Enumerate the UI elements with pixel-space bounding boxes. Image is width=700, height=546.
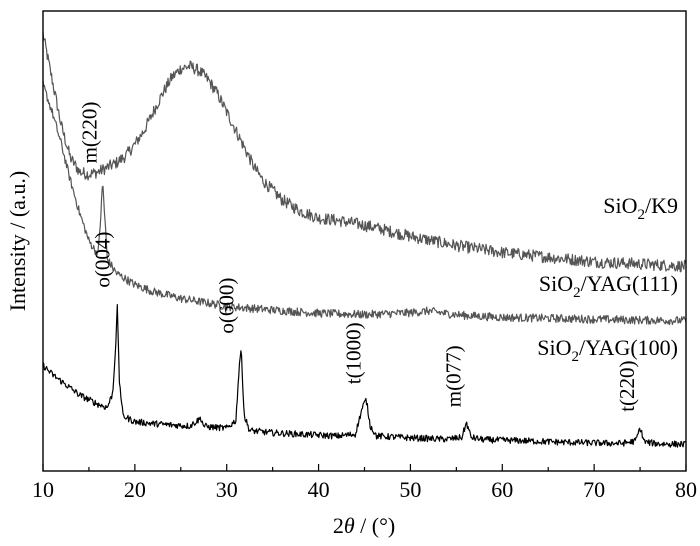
series-label-sio2-yag-100: SiO2/YAG(100) xyxy=(537,335,678,365)
x-tick-label-40: 40 xyxy=(308,477,330,502)
x-ticks: 10 20 30 40 50 60 70 80 xyxy=(32,464,697,502)
series-label-sio2-k9: SiO2/K9 xyxy=(603,193,678,223)
x-tick-label-30: 30 xyxy=(216,477,238,502)
x-tick-label-10: 10 xyxy=(32,477,54,502)
series-label-sio2-yag-111: SiO2/YAG(111) xyxy=(539,271,678,301)
series-labels: SiO2/K9 SiO2/YAG(111) SiO2/YAG(100) xyxy=(537,193,678,365)
x-tick-label-60: 60 xyxy=(491,477,513,502)
x-axis-title-prefix: 2 xyxy=(333,513,344,538)
x-tick-label-50: 50 xyxy=(399,477,421,502)
x-axis-title-symbol: θ xyxy=(344,513,355,538)
peak-label-o-600: o(600) xyxy=(215,278,239,334)
peak-label-m-077: m(077) xyxy=(442,345,466,407)
peak-label-t-1000: t(1000) xyxy=(341,322,365,384)
peak-label-o-004: o(004) xyxy=(91,232,115,288)
series-line-sio2-yag-100 xyxy=(42,304,687,448)
x-tick-label-20: 20 xyxy=(124,477,146,502)
x-tick-label-80: 80 xyxy=(675,477,697,502)
series-line-sio2-yag-111 xyxy=(42,80,687,326)
x-tick-label-70: 70 xyxy=(583,477,605,502)
peak-label-m-220: m(220) xyxy=(78,102,102,164)
plot-traces xyxy=(42,32,687,448)
x-axis-title-suffix: / (°) xyxy=(355,513,396,538)
x-axis-title: 2θ / (°) xyxy=(333,513,395,538)
peak-label-t-220: t(220) xyxy=(615,360,639,411)
series-line-sio2-k9 xyxy=(42,32,687,273)
y-axis-title: Intensity / (a.u.) xyxy=(5,171,30,312)
peak-labels: m(220) o(004) o(600) t(1000) m(077) t(220) xyxy=(78,102,639,412)
